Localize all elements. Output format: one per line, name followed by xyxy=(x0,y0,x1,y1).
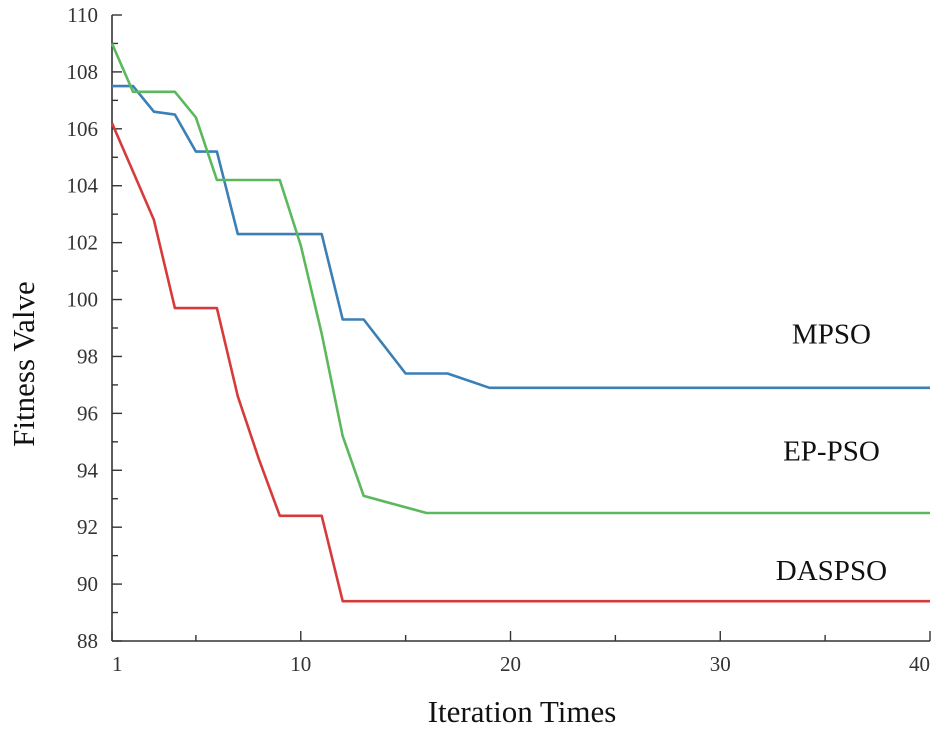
series-lines xyxy=(110,42,930,603)
x-ticks: 1 10 20 30 40 xyxy=(111,631,931,676)
series-line-ep-pso xyxy=(110,42,930,515)
series-labels: MPSO EP-PSO DASPSO xyxy=(776,319,887,587)
x-tick-label: 1 xyxy=(112,652,123,676)
y-tick-label: 94 xyxy=(77,458,99,482)
series-line-mpso xyxy=(112,84,930,390)
y-tick-label: 90 xyxy=(77,572,98,596)
x-tick-label: 20 xyxy=(500,652,521,676)
series-line-daspso xyxy=(110,122,930,603)
x-tick-label: 30 xyxy=(710,652,731,676)
y-tick-label: 92 xyxy=(77,515,98,539)
y-tick-label: 102 xyxy=(67,231,99,255)
x-tick-label: 40 xyxy=(909,652,930,676)
y-tick-label: 88 xyxy=(77,629,98,653)
y-tick-label: 110 xyxy=(67,3,98,27)
y-axis-title: Fitness Valve xyxy=(6,281,41,447)
y-tick-label: 100 xyxy=(67,288,99,312)
series-label-ep-pso: EP-PSO xyxy=(783,435,880,467)
x-axis-title: Iteration Times xyxy=(428,694,617,729)
y-tick-label: 96 xyxy=(77,401,98,425)
series-label-daspso: DASPSO xyxy=(776,555,887,587)
x-tick-label: 10 xyxy=(290,652,311,676)
y-tick-label: 98 xyxy=(77,344,98,368)
series-label-mpso: MPSO xyxy=(792,319,871,351)
y-tick-label: 104 xyxy=(67,174,99,198)
y-ticks: 88 90 92 94 96 98 100 102 104 106 108 110 xyxy=(67,3,122,653)
y-tick-label: 106 xyxy=(67,117,99,141)
y-tick-label: 108 xyxy=(67,60,99,84)
